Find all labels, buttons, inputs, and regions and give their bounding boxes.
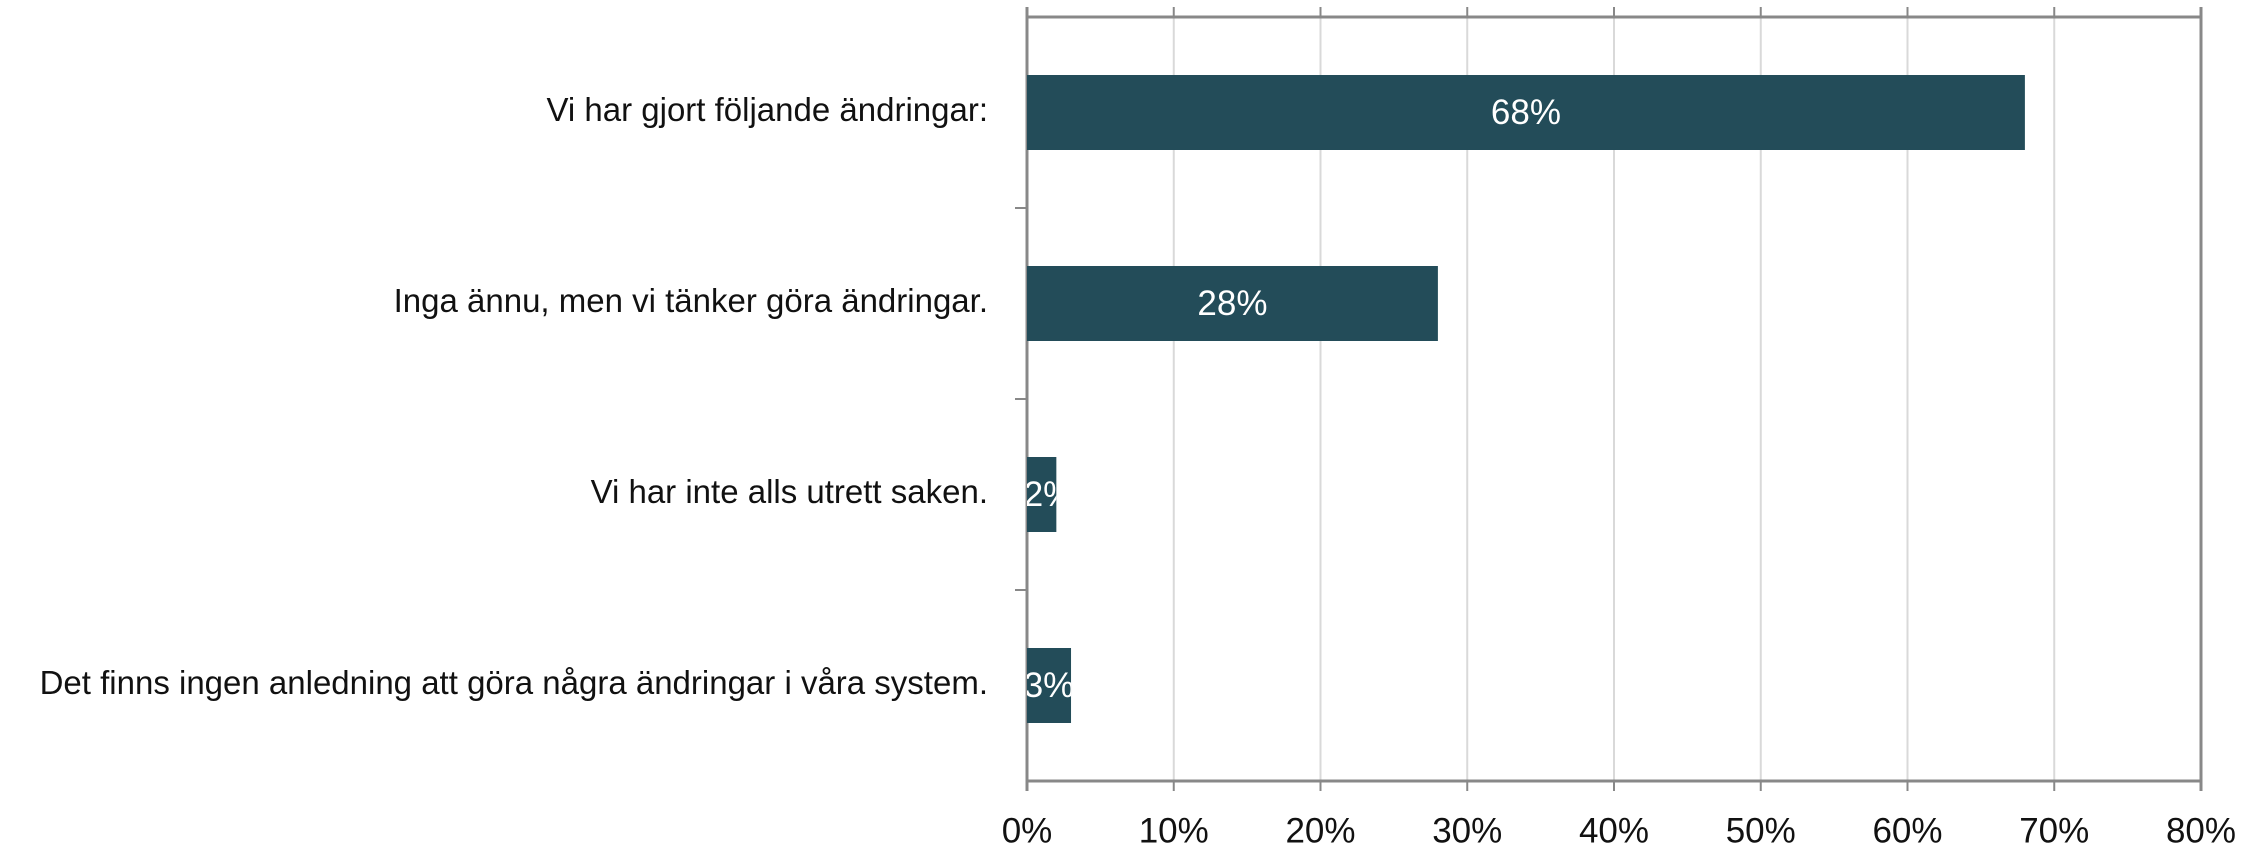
category-label: Vi har inte alls utrett saken.	[591, 473, 988, 510]
x-tick-label: 10%	[1139, 811, 1209, 846]
x-tick-label: 50%	[1726, 811, 1796, 846]
category-label: Inga ännu, men vi tänker göra ändringar.	[394, 282, 988, 319]
x-tick-label: 80%	[2166, 811, 2236, 846]
x-tick-label: 40%	[1579, 811, 1649, 846]
category-label: Vi har gjort följande ändringar:	[546, 91, 988, 128]
x-tick-label: 70%	[2019, 811, 2089, 846]
data-label: 68%	[1491, 93, 1561, 132]
x-tick-label: 20%	[1285, 811, 1355, 846]
data-label: 2%	[1024, 475, 1075, 514]
x-tick-label: 60%	[1872, 811, 1942, 846]
x-tick-label: 0%	[1002, 811, 1053, 846]
category-label: Det finns ingen anledning att göra några…	[40, 664, 988, 701]
x-tick-label: 30%	[1432, 811, 1502, 846]
bar	[1027, 457, 1057, 532]
bar	[1027, 648, 1072, 723]
bar	[1027, 75, 2025, 150]
data-label: 3%	[1024, 666, 1075, 705]
bar	[1027, 266, 1438, 341]
data-label: 28%	[1197, 284, 1267, 323]
